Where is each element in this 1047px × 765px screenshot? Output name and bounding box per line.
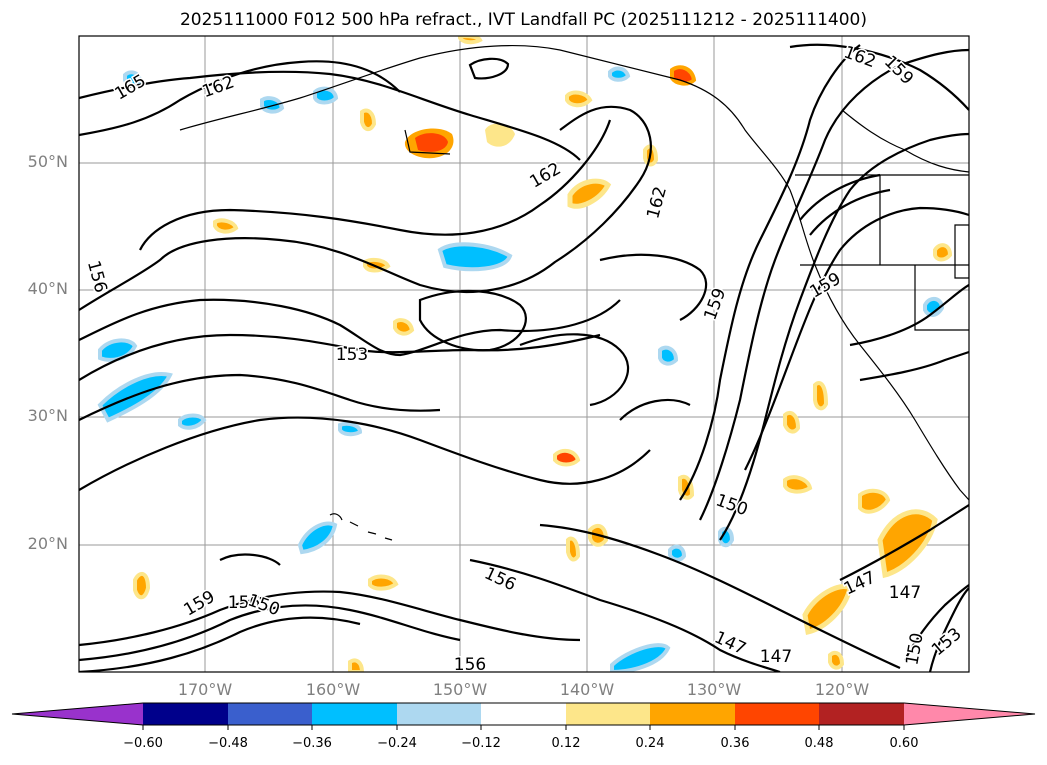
contour-label: 165 [111,71,149,105]
contour-label: 153 [336,345,368,365]
colorbar-tick-label: 0.48 [804,736,834,751]
colorbar-segment [143,703,228,725]
contour-label: 147 [760,647,792,667]
lon-tick-label: 130°W [686,680,742,699]
colorbar-tick-label: 0.12 [551,736,581,751]
contour-label: 150 [713,490,750,520]
colorbar-tick-label: −0.36 [292,736,332,751]
contour-label: 159 [180,587,218,621]
colorbar-segment [650,703,735,725]
colorbar-tick-label: 0.24 [635,736,665,751]
contour-label: 150 [902,631,927,666]
lat-tick-label: 20°N [27,534,68,553]
contour-label: 156 [481,564,519,596]
lat-tick-label: 50°N [27,152,68,171]
height-contours [79,43,969,672]
colorbar-segment [566,703,650,725]
colorbar-tick-label: −0.60 [123,736,163,751]
lat-tick-label: 30°N [27,406,68,425]
colorbar-segment [397,703,481,725]
lon-tick-label: 120°W [814,680,870,699]
colorbar-segment [312,703,397,725]
colorbar-segment [481,703,566,725]
contour-label: 147 [889,583,921,603]
shaded-anomalies [97,36,953,672]
colorbar-tick-label: 0.36 [720,736,750,751]
contour-label: 162 [526,159,564,193]
contour-label: 162 [643,184,671,221]
contour-label: 159 [880,52,917,89]
colorbar-tick-label: −0.48 [208,736,248,751]
colorbar-segment [228,703,312,725]
gridlines [79,36,969,672]
contour-label: 162 [841,42,878,72]
contour-label: 147 [841,568,879,600]
colorbar-segment [735,703,819,725]
contour-label: 156 [228,593,260,613]
contour-label: 159 [806,269,844,303]
colorbar-extend-max [904,703,1035,725]
lon-tick-label: 150°W [432,680,488,699]
contour-label: 153 [928,624,966,660]
lon-tick-label: 140°W [559,680,615,699]
colorbar-tick-label: −0.24 [377,736,417,751]
colorbar-extend-min [12,703,143,725]
lon-tick-label: 160°W [305,680,361,699]
colorbar-tick-label: 0.60 [889,736,919,751]
contour-label: 156 [454,655,486,675]
lat-tick-label: 40°N [27,279,68,298]
colorbar-segment [819,703,904,725]
map-frame [78,35,970,673]
lon-tick-label: 170°W [177,680,233,699]
colorbar-tick-label: −0.12 [461,736,501,751]
colorbar [11,702,1036,730]
chart-title: 2025111000 F012 500 hPa refract., IVT La… [179,10,867,30]
contour-label: 156 [83,258,111,295]
